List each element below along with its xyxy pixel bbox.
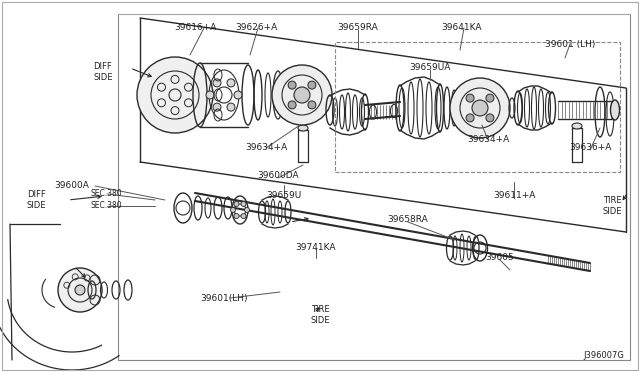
Circle shape	[486, 114, 494, 122]
Text: 39634+A: 39634+A	[467, 135, 509, 144]
Circle shape	[241, 214, 246, 219]
Text: 39601 (LH): 39601 (LH)	[545, 39, 595, 48]
Text: DIFF
SIDE: DIFF SIDE	[93, 62, 113, 82]
Text: 39616+A: 39616+A	[174, 23, 216, 32]
Bar	[335, 42, 620, 172]
Circle shape	[230, 208, 236, 212]
Text: 39634+A: 39634+A	[245, 144, 287, 153]
Text: TIRE
SIDE: TIRE SIDE	[602, 196, 621, 216]
Circle shape	[288, 81, 296, 89]
Circle shape	[234, 201, 239, 206]
Text: SEC.380: SEC.380	[90, 202, 122, 211]
Circle shape	[472, 100, 488, 116]
Ellipse shape	[572, 123, 582, 129]
Circle shape	[450, 78, 510, 138]
Circle shape	[137, 57, 213, 133]
Circle shape	[288, 101, 296, 109]
Text: 39659RA: 39659RA	[338, 23, 378, 32]
Circle shape	[213, 79, 221, 87]
Text: 39658RA: 39658RA	[388, 215, 428, 224]
Circle shape	[206, 91, 214, 99]
Text: 39611+A: 39611+A	[493, 192, 535, 201]
Circle shape	[58, 268, 102, 312]
Circle shape	[308, 101, 316, 109]
Text: 39659U: 39659U	[266, 192, 301, 201]
Circle shape	[75, 285, 85, 295]
Circle shape	[227, 79, 235, 87]
Text: 39626+A: 39626+A	[235, 23, 277, 32]
Text: 39659UA: 39659UA	[410, 64, 451, 73]
Circle shape	[466, 114, 474, 122]
Text: TIRE
SIDE: TIRE SIDE	[310, 305, 330, 325]
Ellipse shape	[611, 100, 620, 120]
Circle shape	[244, 208, 250, 212]
Circle shape	[466, 94, 474, 102]
Text: 39601(LH): 39601(LH)	[200, 294, 248, 302]
Text: 39636+A: 39636+A	[569, 144, 611, 153]
Circle shape	[213, 103, 221, 111]
Text: 39741KA: 39741KA	[296, 244, 336, 253]
Circle shape	[308, 81, 316, 89]
Circle shape	[272, 65, 332, 125]
Text: J396007G: J396007G	[584, 352, 625, 360]
Text: 39600A: 39600A	[54, 182, 90, 190]
Text: SEC.380: SEC.380	[90, 189, 122, 199]
Text: 39600DA: 39600DA	[257, 170, 299, 180]
Ellipse shape	[298, 125, 308, 131]
Text: 39641KA: 39641KA	[442, 23, 483, 32]
Circle shape	[294, 87, 310, 103]
Text: DIFF
SIDE: DIFF SIDE	[26, 190, 45, 210]
Circle shape	[241, 201, 246, 206]
Circle shape	[234, 214, 239, 219]
Circle shape	[234, 91, 242, 99]
Text: 39605: 39605	[486, 253, 515, 263]
Circle shape	[486, 94, 494, 102]
Circle shape	[227, 103, 235, 111]
